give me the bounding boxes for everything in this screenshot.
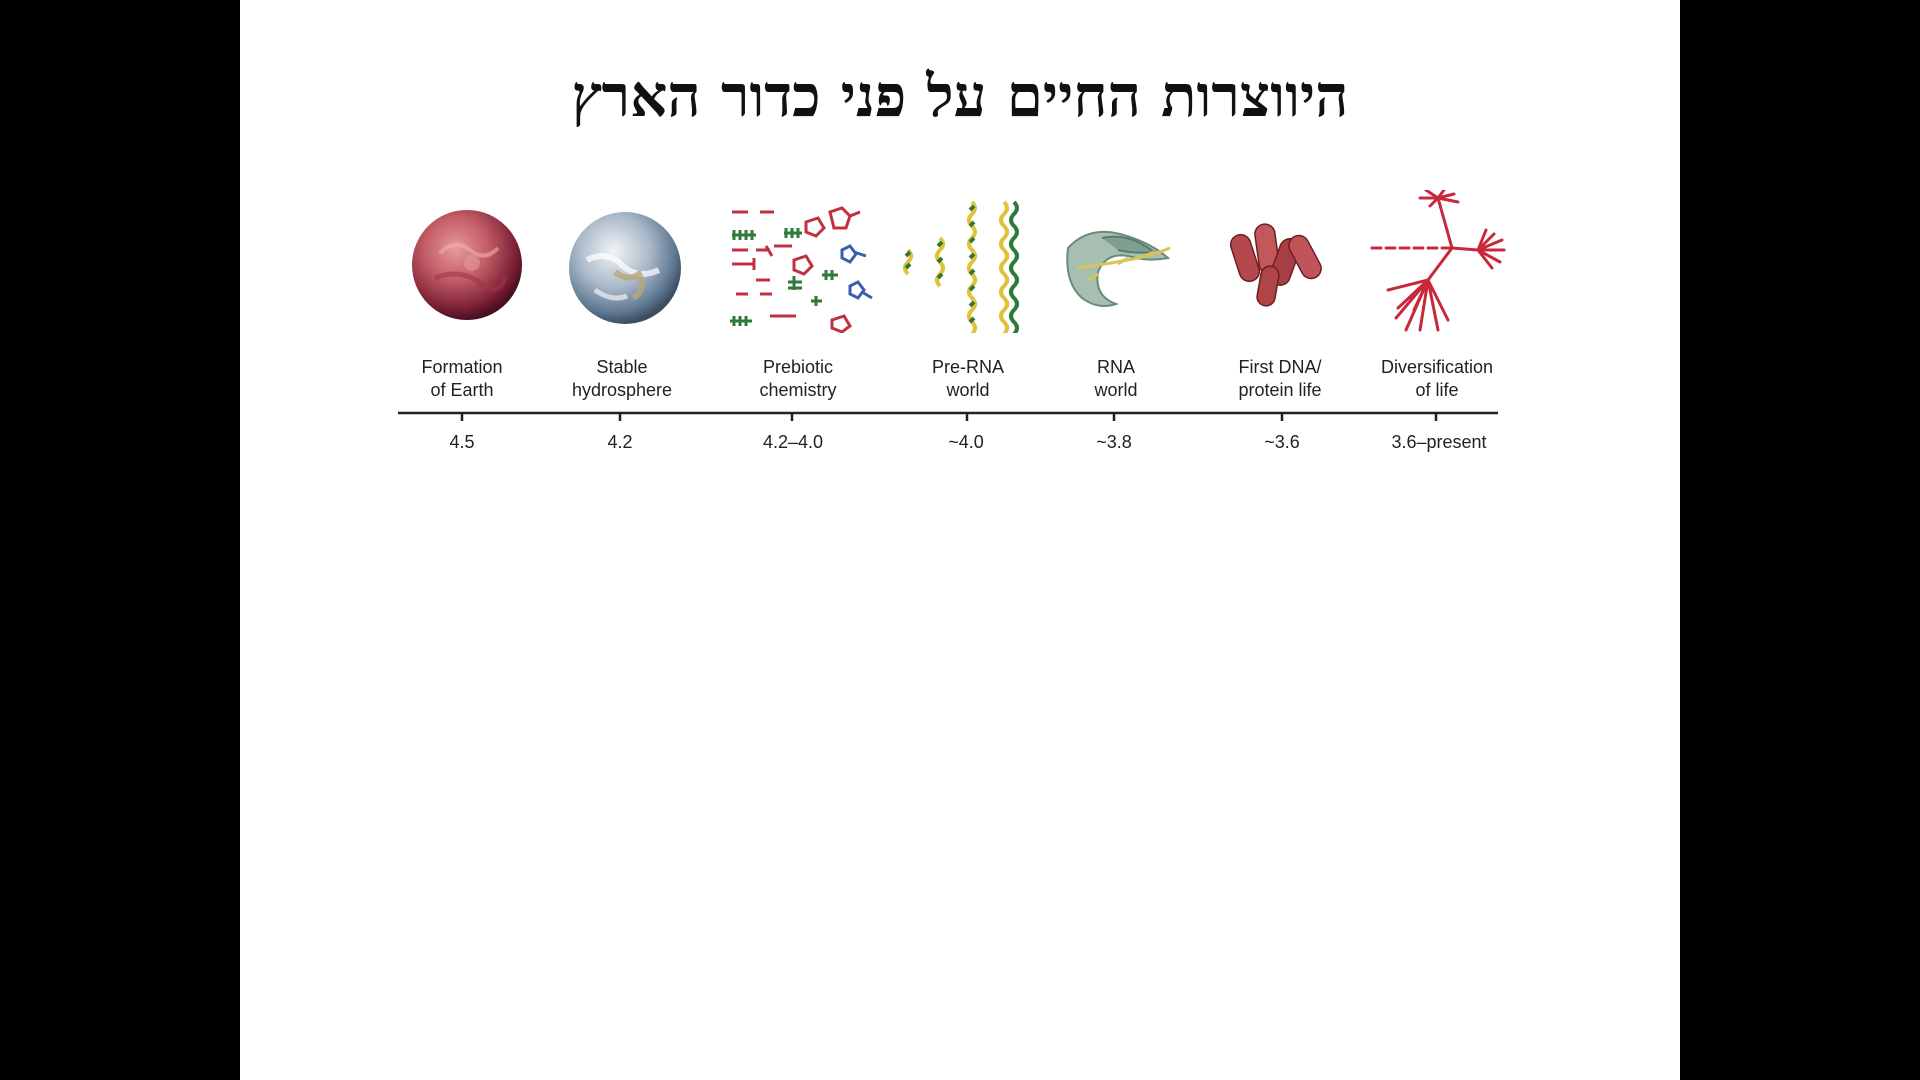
- rna-ribbon-icon: [1058, 218, 1182, 323]
- stage-label-formation-of-earth: Formation of Earth: [421, 357, 503, 400]
- timeline-axis: [398, 411, 1498, 421]
- tree-of-life-icon: [1368, 188, 1508, 343]
- reddish-planet-icon: [410, 208, 524, 327]
- stage-label-stable-hydrosphere: Stable hydrosphere: [571, 357, 673, 400]
- stage-time-stable-hydrosphere: 4.2: [607, 432, 633, 452]
- stage-label-diversification-of-life: Diversification of life: [1380, 357, 1494, 400]
- stage-time-diversification-of-life: 3.6–present: [1391, 432, 1487, 452]
- polymer-strands-icon: [900, 198, 1030, 338]
- earth-globe-icon: [567, 210, 683, 331]
- molecules-icon: [726, 198, 886, 338]
- stage-time-rna-world: ~3.8: [1096, 432, 1132, 452]
- stage-label-prebiotic-chemistry: Prebiotic chemistry: [759, 357, 837, 400]
- bacteria-cells-icon: [1229, 216, 1329, 321]
- stage-time-formation-of-earth: 4.5: [449, 432, 475, 452]
- stage-label-rna-world: RNA world: [1094, 357, 1138, 400]
- stage-time-prebiotic-chemistry: 4.2–4.0: [762, 432, 824, 452]
- stage-label-pre-rna-world: Pre-RNA world: [931, 357, 1004, 400]
- stage-label-first-dna-protein-life: First DNA/protein life: [1238, 357, 1322, 400]
- slide-title: היווצרות החיים על פני כדור הארץ: [571, 62, 1349, 130]
- stage-time-pre-rna-world: ~4.0: [948, 432, 984, 452]
- stage-time-first-dna-protein-life: ~3.6: [1264, 432, 1300, 452]
- slide: היווצרות החיים על פני כדור הארץ: [240, 0, 1680, 1080]
- origin-of-life-timeline: Formation of Earth Stable hydrosphere Preb…: [240, 0, 1680, 1080]
